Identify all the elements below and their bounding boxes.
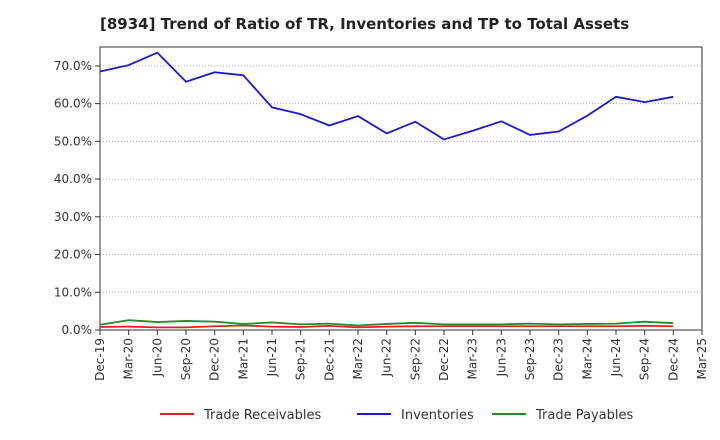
y-tick-label: 40.0%: [54, 172, 92, 186]
x-tick-label: Dec-21: [322, 338, 336, 381]
x-tick-label: Jun-21: [265, 338, 279, 377]
x-tick-label: Mar-25: [695, 338, 709, 379]
chart-title: [8934] Trend of Ratio of TR, Inventories…: [100, 15, 629, 33]
y-tick-label: 20.0%: [54, 248, 92, 262]
y-tick-label: 10.0%: [54, 285, 92, 299]
series-lines: [99, 51, 674, 329]
x-tick-label: Sep-20: [179, 338, 193, 380]
x-tick-label: Sep-24: [638, 338, 652, 380]
x-tick-label: Mar-24: [580, 338, 594, 379]
x-axis: Dec-19 Mar-20 Jun-20 Sep-20 Dec-20 Mar-21 Jun-…: [93, 330, 709, 381]
x-tick-label: Sep-21: [294, 338, 308, 380]
x-tick-label: Jun-23: [494, 338, 508, 377]
y-tick-label: 70.0%: [54, 59, 92, 73]
x-tick-label: Mar-22: [351, 338, 365, 379]
x-tick-label: Mar-21: [236, 338, 250, 379]
legend-label: Trade Payables: [535, 408, 633, 423]
series-line-trade-receivables: [99, 324, 674, 329]
series-line-trade-payables: [99, 319, 674, 327]
legend-label: Trade Receivables: [203, 408, 321, 423]
x-tick-label: Mar-20: [122, 338, 136, 379]
x-tick-label: Jun-24: [609, 338, 623, 377]
x-tick-label: Mar-23: [466, 338, 480, 379]
grid-lines: [100, 65, 702, 293]
legend: Trade Receivables Inventories Trade Payabl…: [160, 408, 633, 423]
plot-area: [99, 46, 703, 331]
x-tick-label: Dec-19: [93, 338, 107, 381]
y-tick-label: 60.0%: [54, 97, 92, 111]
y-tick-label: 50.0%: [54, 134, 92, 148]
x-tick-label: Dec-24: [666, 338, 680, 381]
series-line-inventories: [99, 51, 674, 141]
x-tick-label: Dec-23: [552, 338, 566, 381]
x-tick-label: Jun-20: [150, 338, 164, 377]
y-tick-label: 30.0%: [54, 210, 92, 224]
y-tick-label: 0.0%: [62, 323, 93, 337]
x-tick-label: Sep-23: [523, 338, 537, 380]
legend-label: Inventories: [401, 408, 474, 423]
y-axis: 0.0% 10.0% 20.0% 30.0% 40.0% 50.0% 60.0% 70.0%: [54, 59, 100, 337]
x-tick-label: Jun-22: [380, 338, 394, 377]
x-tick-label: Dec-20: [208, 338, 222, 381]
x-tick-label: Dec-22: [437, 338, 451, 381]
x-tick-label: Sep-22: [408, 338, 422, 380]
